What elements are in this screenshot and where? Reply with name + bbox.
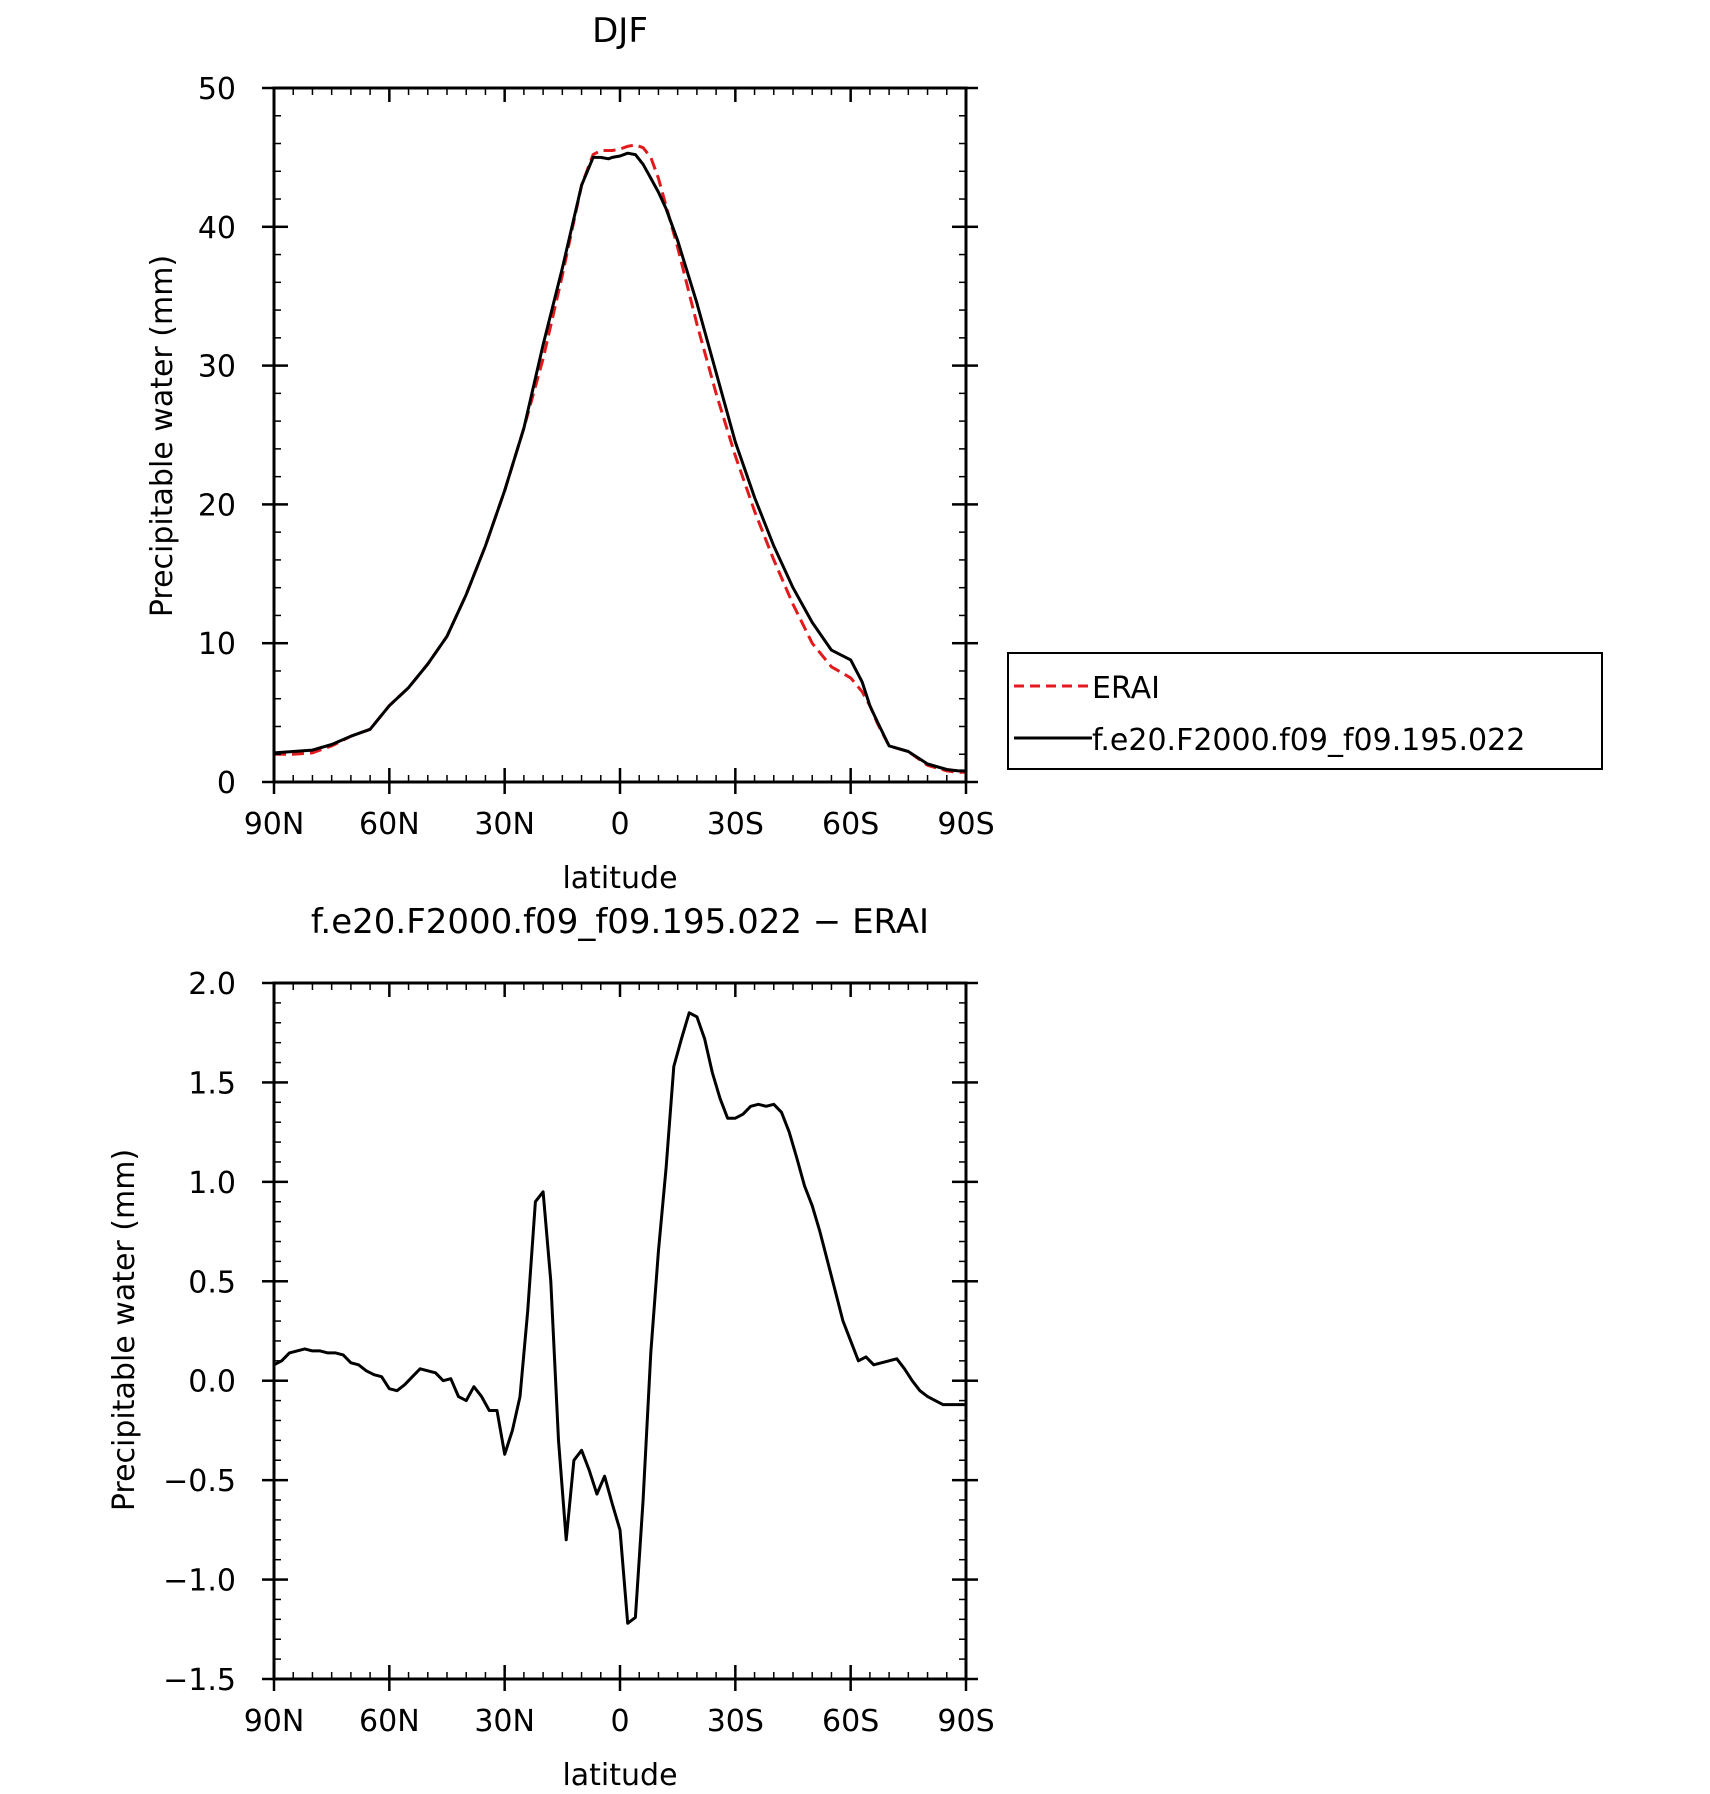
x-tick-label: 0 [610, 1704, 629, 1739]
series-line-f-e20-f2000-f09-f09-195-022 [273, 151, 966, 773]
legend-box [1007, 652, 1603, 770]
x-tick-label: 60N [359, 807, 420, 842]
x-tick-label: 60S [822, 1704, 879, 1739]
y-tick-label: 0.5 [188, 1265, 236, 1300]
x-tick-label: 30S [707, 807, 764, 842]
y-tick-label: 30 [198, 350, 236, 385]
top-panel: DJF Precipitable water (mm) latitude 90N… [145, 11, 1603, 896]
plot-frame [272, 981, 968, 1681]
y-tick-label: 10 [198, 627, 236, 662]
y-tick-label: −1.5 [163, 1663, 236, 1698]
x-tick-label: 90S [937, 1704, 994, 1739]
legend-label-erai: ERAI [1092, 671, 1160, 706]
chart-title: DJF [592, 11, 648, 51]
x-tick-label: 90S [937, 807, 994, 842]
x-axis-label: latitude [562, 1758, 677, 1793]
series-line-diff-0 [273, 1011, 966, 1625]
y-tick-label: 1.0 [188, 1166, 236, 1201]
bottom-panel: f.e20.F2000.f09_f09.195.022 − ERAI Preci… [107, 902, 995, 1793]
chart-title: f.e20.F2000.f09_f09.195.022 − ERAI [311, 902, 929, 942]
y-tick-label: −1.0 [163, 1564, 236, 1599]
y-tick-label: 20 [198, 488, 236, 523]
x-axis-label: latitude [562, 861, 677, 896]
y-axis-label: Precipitable water (mm) [107, 1149, 142, 1511]
y-tick-label: −0.5 [163, 1464, 236, 1499]
series-line-erai [274, 143, 966, 774]
x-tick-label: 30N [474, 1704, 535, 1739]
y-tick-label: 50 [198, 72, 236, 107]
x-tick-label: 30S [707, 1704, 764, 1739]
x-tick-label: 60N [359, 1704, 420, 1739]
y-tick-label: 0 [217, 766, 236, 801]
x-tick-label: 30N [474, 807, 535, 842]
y-axis-label: Precipitable water (mm) [145, 255, 180, 617]
legend: ERAI f.e20.F2000.f09_f09.195.022 [1007, 652, 1603, 770]
x-tick-label: 0 [610, 807, 629, 842]
y-tick-label: 40 [198, 211, 236, 246]
x-tick-label: 90N [244, 807, 305, 842]
y-tick-label: 0.0 [188, 1365, 236, 1400]
legend-label-model: f.e20.F2000.f09_f09.195.022 [1092, 723, 1525, 758]
y-tick-label: 1.5 [188, 1066, 236, 1101]
y-tick-label: 2.0 [188, 967, 236, 1002]
x-tick-label: 90N [244, 1704, 305, 1739]
plot-frame [272, 86, 968, 784]
x-tick-label: 60S [822, 807, 879, 842]
